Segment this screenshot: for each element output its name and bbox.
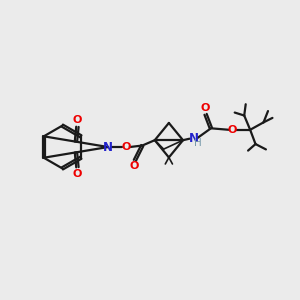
Text: N: N (188, 132, 198, 145)
Text: N: N (103, 140, 113, 154)
Text: O: O (73, 115, 82, 125)
Text: O: O (130, 161, 139, 171)
Text: O: O (121, 142, 130, 152)
Text: O: O (200, 103, 210, 113)
Text: O: O (228, 125, 237, 135)
Text: O: O (73, 169, 82, 179)
Text: H: H (194, 138, 202, 148)
